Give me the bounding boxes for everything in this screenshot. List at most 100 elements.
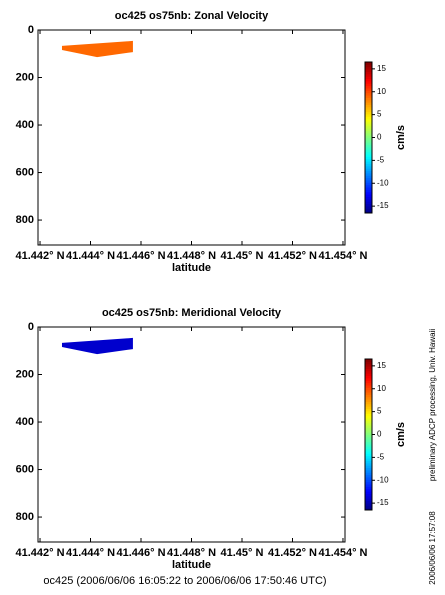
colorbar-cell — [365, 109, 372, 113]
colorbar-cell — [365, 205, 372, 209]
colorbar-cell — [365, 408, 372, 412]
side-note: preliminary ADCP processing, Univ. Hawai… — [428, 329, 437, 481]
colorbar-tick-label: 0 — [377, 133, 382, 142]
colorbar-cell — [365, 370, 372, 374]
colorbar-cell — [365, 142, 372, 146]
colorbar-cell — [365, 120, 372, 124]
colorbar-cell — [365, 453, 372, 457]
colorbar-cell — [365, 99, 372, 103]
colorbar-cell — [365, 498, 372, 502]
colorbar-cell — [365, 394, 372, 398]
colorbar-cell — [365, 170, 372, 174]
colorbar-cell — [365, 427, 372, 431]
colorbar-cell — [365, 382, 372, 386]
colorbar-cell — [365, 111, 372, 115]
colorbar-tick-label: 10 — [377, 87, 386, 96]
colorbar-cell — [365, 467, 372, 471]
colorbar-cell — [365, 73, 372, 77]
colorbar-cell — [365, 479, 372, 483]
y-tick-label: 400 — [16, 416, 34, 428]
colorbar-cell — [365, 189, 372, 193]
colorbar-cell — [365, 118, 372, 122]
y-tick-label: 0 — [28, 321, 34, 333]
x-tick-label: 41.45° N — [221, 250, 264, 262]
colorbar-cell — [365, 465, 372, 469]
colorbar-cell — [365, 116, 372, 120]
colorbar-cell — [365, 484, 372, 487]
axes-frame — [37, 326, 346, 543]
colorbar-cell — [365, 373, 372, 377]
colorbar-cell — [365, 413, 372, 417]
colorbar-cell — [365, 387, 372, 391]
colorbar-cell — [365, 172, 372, 176]
colorbar-tick-label: 10 — [377, 384, 386, 393]
colorbar-cell — [365, 481, 372, 485]
colorbar-cell — [365, 139, 372, 143]
colorbar-cell — [365, 161, 372, 164]
colorbar-cell — [365, 460, 372, 464]
colorbar-cell — [365, 434, 372, 438]
colorbar-cell — [365, 392, 372, 395]
colorbar-cell — [365, 198, 372, 202]
colorbar-cell — [365, 137, 372, 141]
colorbar-cell — [365, 196, 372, 200]
colorbar-cell — [365, 462, 372, 466]
colorbar-cell — [365, 380, 372, 384]
colorbar-cell — [365, 399, 372, 402]
colorbar-tick-label: 0 — [377, 430, 382, 439]
colorbar-cell — [365, 363, 372, 367]
colorbar-cell — [365, 208, 372, 212]
colorbar-cell — [365, 64, 372, 68]
colorbar-tick-label: -15 — [377, 498, 389, 507]
y-tick-label: 0 — [28, 24, 34, 36]
x-axis-label: latitude — [172, 262, 211, 274]
x-tick-label: 41.442° N — [15, 250, 64, 262]
velocity-patch — [61, 40, 133, 58]
colorbar-cell — [365, 441, 372, 445]
colorbar-cell — [365, 194, 372, 197]
colorbar-cell — [365, 177, 372, 181]
x-tick-label: 41.444° N — [66, 547, 115, 559]
colorbar-cell — [365, 66, 372, 70]
y-tick-label: 800 — [16, 511, 34, 523]
colorbar-cell — [365, 384, 372, 388]
colorbar-cell — [365, 500, 372, 504]
x-tick-label: 41.448° N — [167, 547, 216, 559]
x-tick-label: 41.442° N — [15, 547, 64, 559]
colorbar-cell — [365, 76, 372, 80]
x-tick-label: 41.45° N — [221, 547, 264, 559]
colorbar-cell — [365, 476, 372, 480]
colorbar-cell — [365, 451, 372, 454]
x-axis-label: latitude — [172, 559, 211, 571]
velocity-patch — [61, 337, 133, 355]
colorbar-tick-label: 5 — [377, 407, 382, 416]
colorbar-cell — [365, 102, 372, 105]
colorbar-cell — [365, 486, 372, 490]
colorbar-cell — [365, 62, 372, 65]
y-tick-label: 600 — [16, 166, 34, 178]
colorbar-cell — [365, 123, 372, 127]
x-tick-label: 41.454° N — [318, 250, 367, 262]
x-tick-label: 41.454° N — [318, 547, 367, 559]
colorbar-tick-label: 15 — [377, 361, 386, 370]
colorbar-cell — [365, 502, 372, 506]
colorbar-cell — [365, 71, 372, 75]
colorbar-tick-label: -10 — [377, 178, 389, 187]
colorbar-cell — [365, 366, 372, 369]
colorbar-tick-label: -5 — [377, 452, 385, 461]
y-tick-label: 800 — [16, 214, 34, 226]
colorbar-cell — [365, 432, 372, 435]
colorbar-cell — [365, 83, 372, 87]
colorbar-cell — [365, 106, 372, 110]
colorbar-cell — [365, 474, 372, 478]
colorbar-cell — [365, 361, 372, 365]
colorbar-cell — [365, 104, 372, 108]
colorbar-tick-label: -10 — [377, 475, 389, 484]
x-tick-label: 41.452° N — [268, 547, 317, 559]
chart-title: oc425 os75nb: Zonal Velocity — [115, 10, 269, 22]
colorbar-cell — [365, 163, 372, 167]
colorbar-cell — [365, 491, 372, 494]
colorbar-cell — [365, 415, 372, 419]
colorbar-cell — [365, 146, 372, 150]
